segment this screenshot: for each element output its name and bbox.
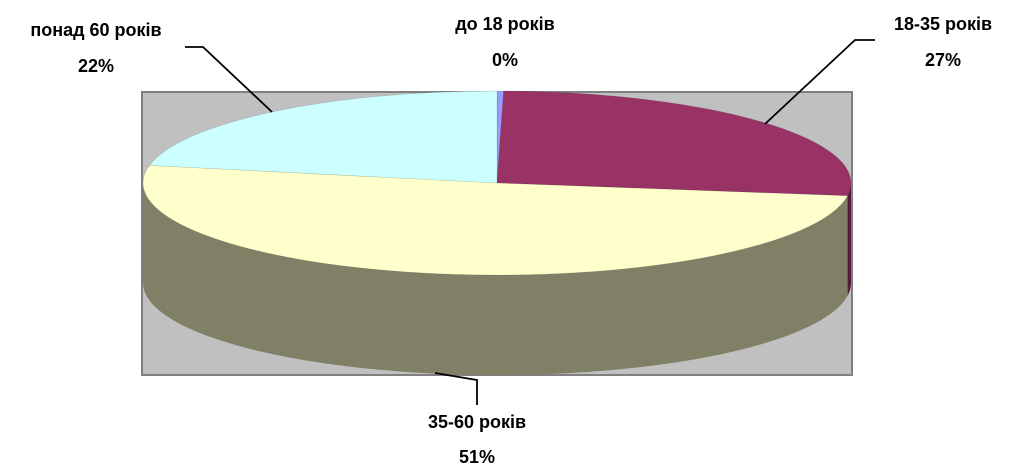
pie-slice-2 bbox=[142, 165, 849, 276]
pie-side-1 bbox=[847, 183, 851, 296]
slice-label-35-60-name: 35-60 років bbox=[428, 412, 526, 432]
slice-label-18-35: 18-35 років 27% bbox=[894, 14, 992, 70]
pie-slice-0 bbox=[496, 90, 504, 184]
slice-label-18-35-name: 18-35 років bbox=[894, 14, 992, 34]
slice-label-under-18-name: до 18 років bbox=[455, 14, 555, 34]
pie-side-2 bbox=[142, 183, 848, 376]
leader-line-over-60 bbox=[185, 46, 273, 113]
leader-line-18-35 bbox=[764, 39, 875, 125]
slice-label-35-60-value: 51% bbox=[459, 447, 495, 466]
slice-label-over-60-name: понад 60 років bbox=[30, 20, 161, 40]
slice-label-under-18-value: 0% bbox=[492, 50, 518, 70]
slice-label-under-18: до 18 років 0% bbox=[455, 14, 555, 70]
pie-slices bbox=[142, 90, 852, 276]
slice-label-over-60: понад 60 років 22% bbox=[30, 20, 161, 76]
leader-line-35-60 bbox=[434, 372, 478, 405]
slice-label-35-60: 35-60 років 51% bbox=[428, 412, 526, 466]
pie-sides bbox=[142, 183, 851, 376]
leader-lines bbox=[185, 39, 875, 405]
slice-label-18-35-value: 27% bbox=[925, 50, 961, 70]
slice-label-over-60-value: 22% bbox=[78, 56, 114, 76]
